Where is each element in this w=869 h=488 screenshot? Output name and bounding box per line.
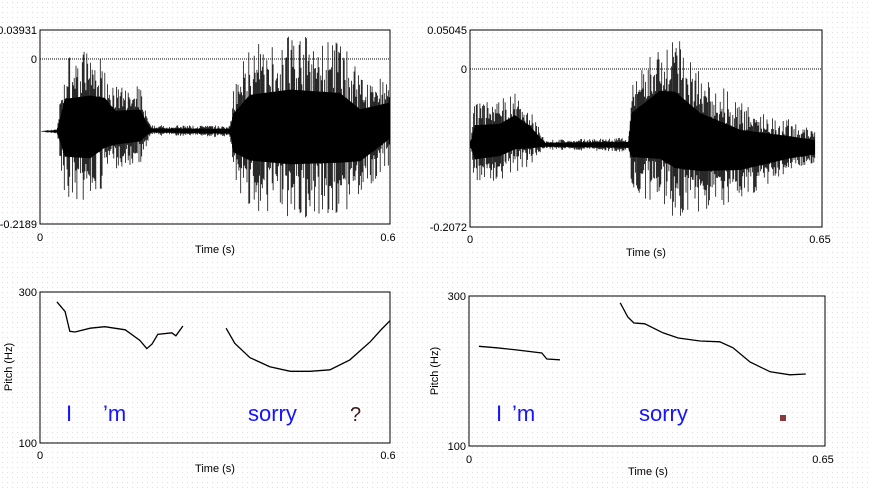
waveform-right-frame	[469, 29, 823, 228]
waveform-right-panel: 0.05045 0 -0.2072 0 0.65 Time (s)	[427, 25, 830, 259]
x-tick-end: 0.6	[380, 232, 395, 244]
annotation-I: I	[496, 401, 502, 426]
x-axis-label: Time (s)	[195, 463, 235, 475]
y-tick-min: -0.2189	[0, 219, 37, 231]
y-axis-label: Pitch (Hz)	[429, 347, 441, 395]
y-tick-max: 0.05045	[427, 25, 467, 37]
x-tick-start: 0	[37, 450, 43, 462]
x-tick-start: 0	[466, 454, 472, 466]
marker-square	[780, 415, 786, 421]
y-tick-min: 100	[448, 441, 466, 453]
y-tick-zero: 0	[461, 64, 467, 76]
annotation-question: ?	[350, 404, 361, 426]
x-axis-label: Time (s)	[628, 466, 668, 478]
annotation-m: ’m	[512, 401, 535, 426]
pitch-left-panel: 300 100 0 0.6 Time (s) Pitch (Hz) I ’m s…	[3, 287, 396, 475]
pitch-contour-1	[478, 345, 560, 361]
y-tick-min: -0.2072	[430, 222, 467, 234]
pitch-contour-2	[225, 320, 391, 372]
annotation-I: I	[66, 401, 72, 426]
waveform-core	[470, 90, 815, 172]
x-tick-end: 0.65	[809, 234, 830, 246]
waveform-right-trace	[470, 41, 816, 216]
waveform-left-trace	[40, 36, 391, 218]
y-tick-max: 0.03931	[0, 25, 37, 37]
x-tick-start: 0	[37, 232, 43, 244]
waveform-left-frame	[39, 29, 391, 225]
pitch-right-contours	[478, 302, 806, 376]
pitch-right-panel: 300 100 0 0.65 Time (s) Pitch (Hz) I ’m …	[429, 291, 834, 478]
x-tick-end: 0.65	[812, 454, 833, 466]
x-tick-end: 0.6	[380, 450, 395, 462]
x-tick-start: 0	[467, 234, 473, 246]
y-tick-max: 300	[19, 287, 37, 299]
x-axis-label: Time (s)	[626, 247, 666, 259]
y-tick-max: 300	[448, 291, 466, 303]
annotation-m: ’m	[103, 401, 126, 426]
annotation-sorry: sorry	[248, 401, 297, 426]
pitch-contour-2	[619, 302, 806, 376]
x-axis-label: Time (s)	[195, 244, 235, 256]
waveform-left-panel: 0.03931 0 -0.2189 0 0.6 Time (s)	[0, 25, 396, 256]
pitch-left-frame	[39, 291, 391, 444]
y-tick-zero: 0	[31, 54, 37, 66]
y-tick-min: 100	[19, 438, 37, 450]
y-axis-label: Pitch (Hz)	[3, 343, 15, 391]
waveform-core	[40, 89, 391, 165]
annotation-sorry: sorry	[639, 401, 688, 426]
pitch-right-frame	[468, 295, 826, 447]
pitch-contour-1	[56, 301, 184, 350]
pitch-left-contours	[56, 301, 391, 372]
